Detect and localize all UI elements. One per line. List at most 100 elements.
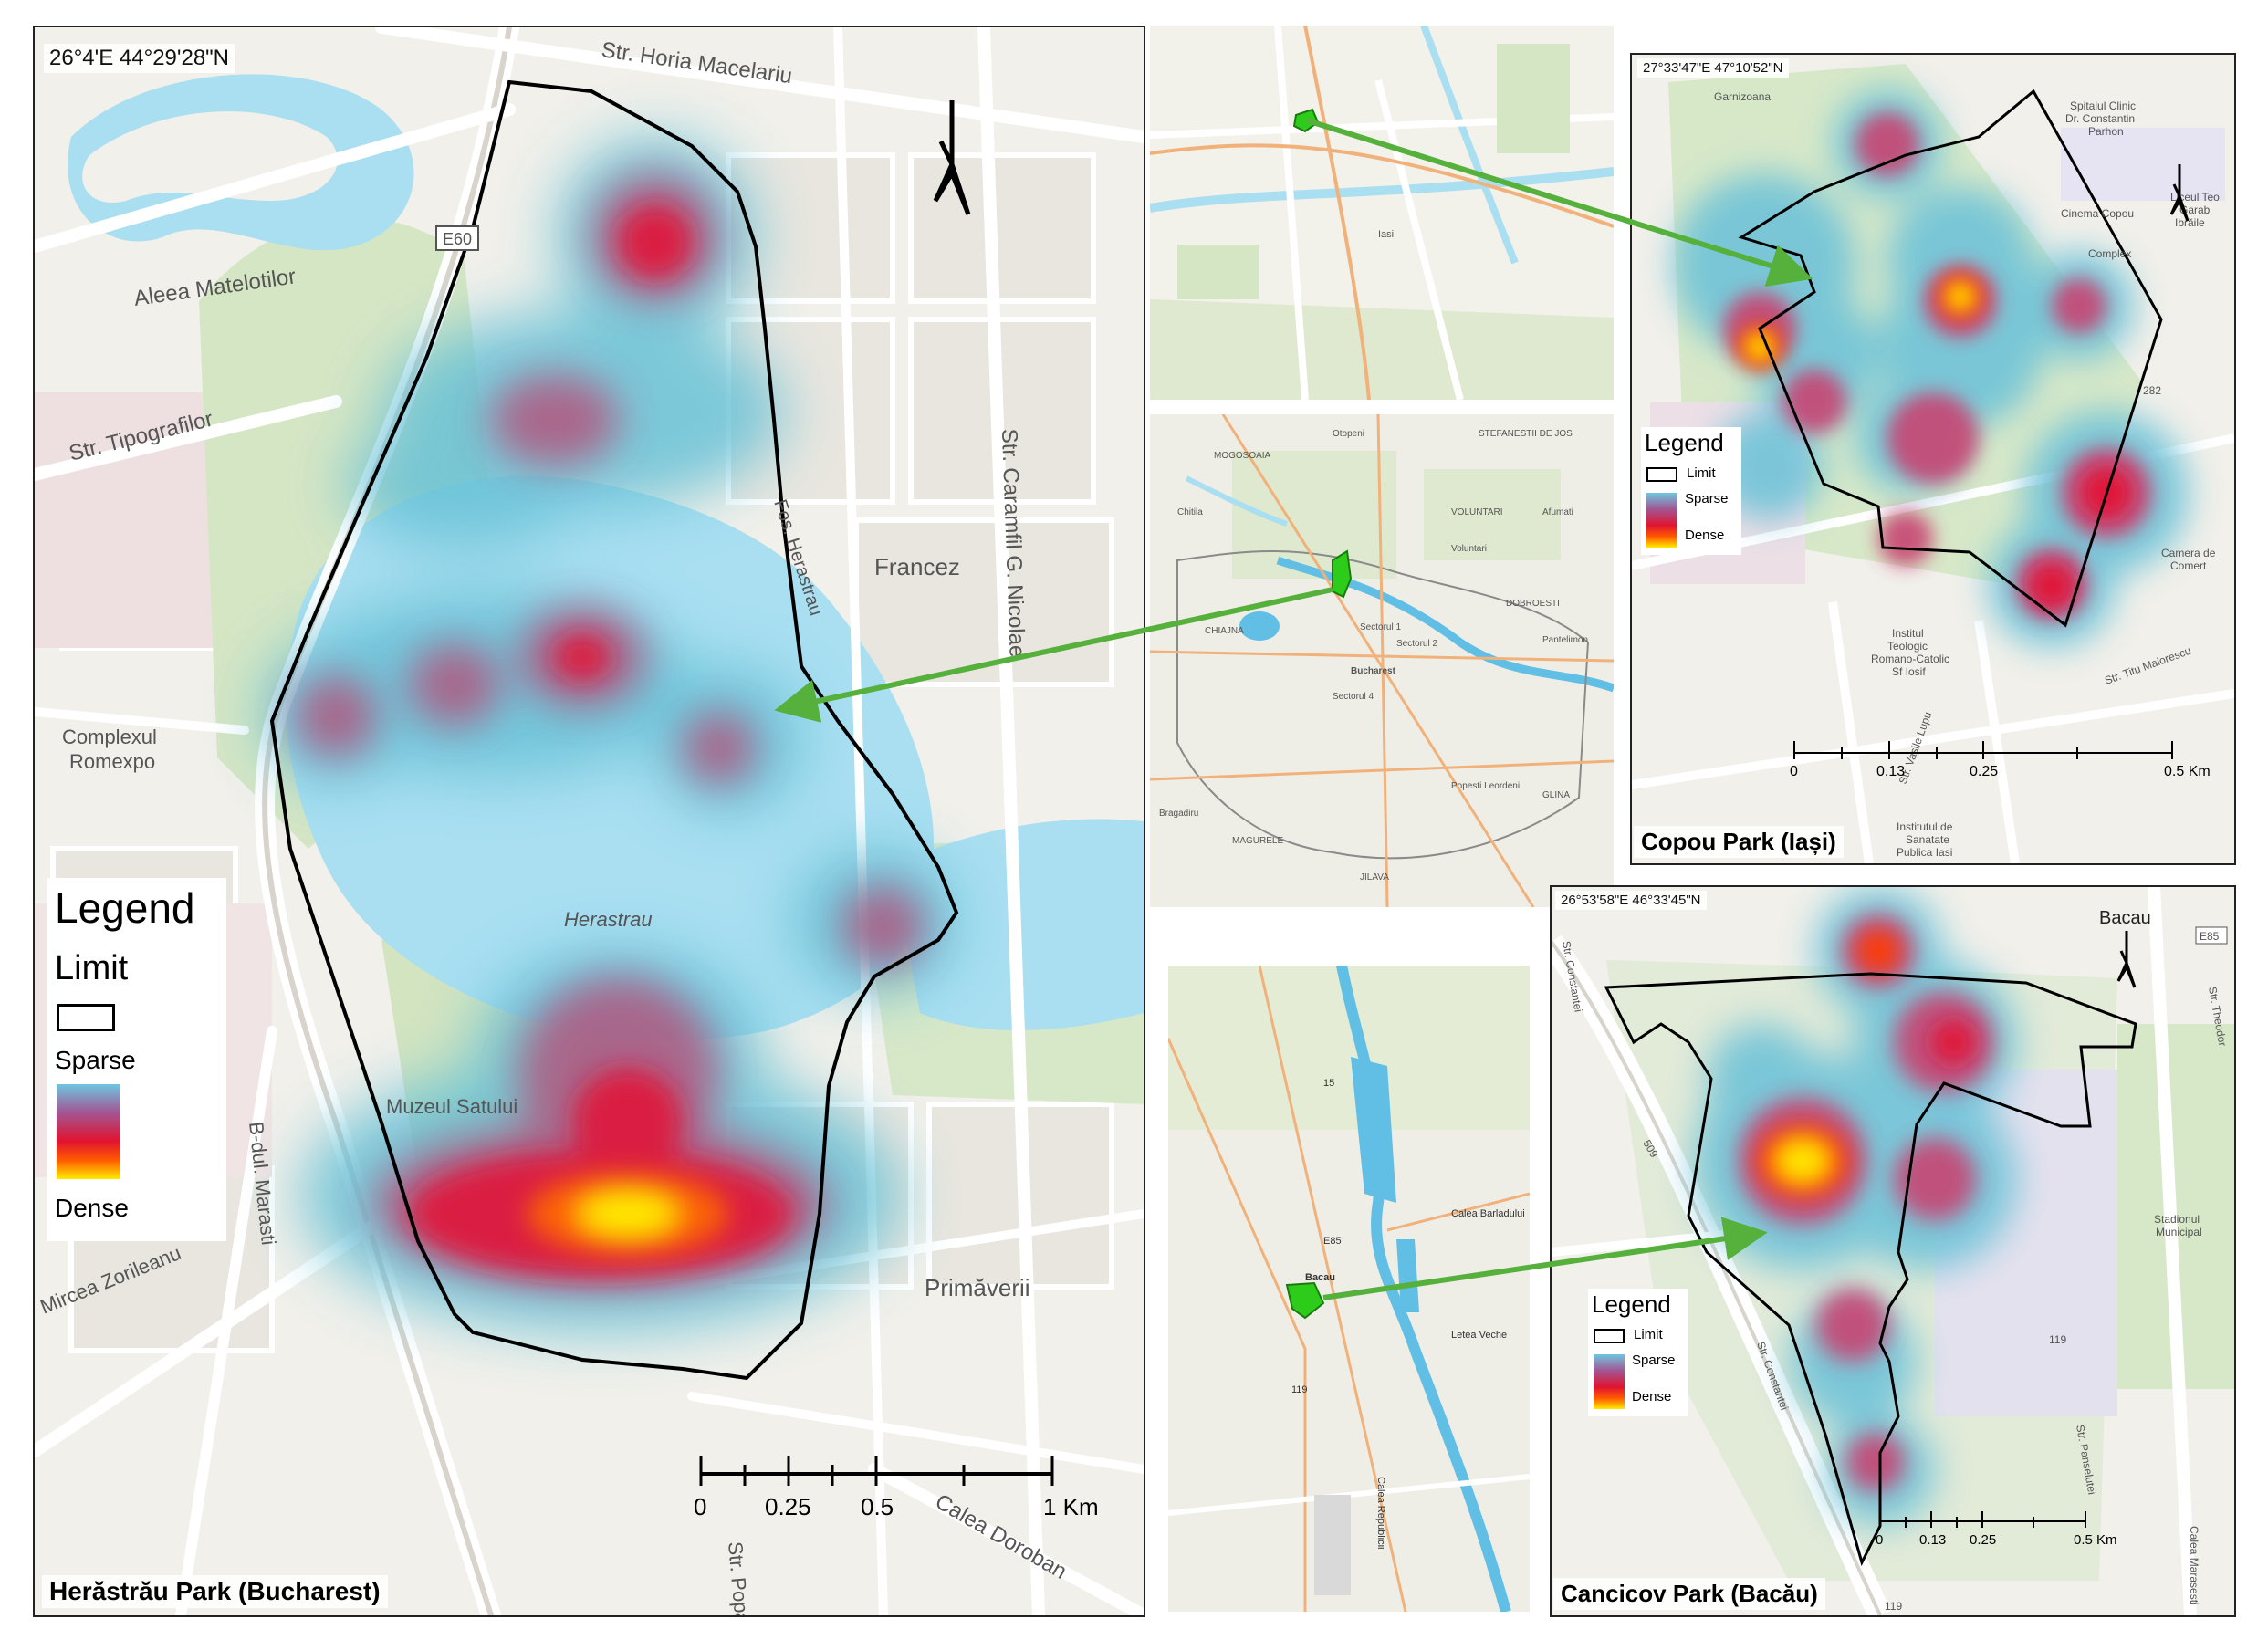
label-magurele: MAGURELE [1232,836,1283,846]
label-muzeul-satului: Muzeul Satului [386,1095,517,1118]
label-spital-1: Spitalul Clinic [2070,99,2136,112]
label-bragadiru: Bragadiru [1159,809,1198,819]
label-mogosoaia: MOGOSOAIA [1214,451,1271,461]
label-sector4: Sectorul 4 [1333,692,1374,702]
copou-scale-bar: 0 0.13 0.25 0.5 Km [1790,741,2211,779]
label-camera-1: Camera de [2161,547,2216,559]
herastrau-basemap: Str. Horia Macelariu Aleea Matelotilor S… [35,27,1144,1615]
cancicov-legend-limit: Limit [1634,1327,1663,1342]
legend-sparse: Sparse [55,1046,136,1074]
herastrau-map-panel: Str. Horia Macelariu Aleea Matelotilor S… [33,26,1145,1617]
bacau-locator-inset: Bacau Letea Veche Calea Barladului Calea… [1168,966,1530,1612]
label-chiajna: CHIAJNA [1205,626,1244,636]
scale-tick-0: 0 [694,1493,706,1520]
route-shield-e60 [435,225,479,251]
cancicov-legend: Legend Limit Sparse Dense [1588,1289,1688,1416]
cancicov-scale-1: 0.13 [1919,1532,1946,1548]
label-liceu-1: Liceul Teo [2170,191,2220,204]
bucharest-locator-inset: Otopeni STEFANESTII DE JOS MOGOSOAIA Chi… [1150,414,1614,907]
label-sector1: Sectorul 1 [1360,622,1401,632]
legend-limit-heading: Limit [55,949,129,987]
label-r119-inset: 119 [1291,1384,1308,1395]
iasi-locator-inset: Iasi [1150,26,1614,400]
route-shield-e85 [2195,926,2228,945]
label-romexpo-1: Complexul [62,726,157,748]
legend-dense: Dense [55,1194,129,1222]
cancicov-title: Cancicov Park (Bacău) [1553,1578,1825,1610]
copou-legend-sparse: Sparse [1685,491,1729,506]
legend-limit-swatch [57,1004,115,1031]
north-arrow-icon [2169,164,2190,222]
scale-bar: 0 0.25 0.5 1 Km [694,1456,1099,1520]
label-spital-2: Dr. Constantin [2065,112,2135,125]
iasi-locator-map: Iasi [1150,26,1614,400]
cancicov-map-panel: Bacau E85 Stadionul Municipal Calea Mara… [1550,885,2236,1617]
label-119-bottom: 119 [1885,1600,1902,1613]
cancicov-legend-sparse: Sparse [1632,1352,1676,1368]
copou-scale-2: 0.25 [1970,764,1998,779]
cancicov-legend-limit-swatch [1594,1329,1625,1343]
copou-coordinates: 27°33'47"E 47°10'52"N [1637,58,1789,78]
label-barlad: Calea Barladului [1451,1208,1525,1219]
cancicov-basemap: Bacau E85 Stadionul Municipal Calea Mara… [1552,887,2234,1615]
label-herastrau-lake: Herastrau [564,908,653,931]
label-institut-2: Teologic [1887,640,1928,653]
label-letea: Letea Veche [1451,1330,1507,1341]
label-bucharest: Bucharest [1351,666,1396,676]
copou-scale-1: 0.13 [1876,764,1905,779]
cancicov-coordinates: 26°53'58"E 46°33'45"N [1555,891,1707,910]
copou-legend-limit-swatch [1646,467,1677,482]
label-sanatate-2: Sanatate [1906,833,1949,846]
label-garnizoana: Garnizoana [1714,90,1771,103]
label-otopeni: Otopeni [1333,429,1364,439]
scale-tick-2: 0.5 [861,1493,894,1520]
herastrau-title: Herăstrău Park (Bucharest) [42,1575,388,1608]
label-popesti: Popesti Leordeni [1451,781,1520,791]
cancicov-scale-bar: 0 0.13 0.25 0.5 Km [1876,1511,2117,1548]
label-stefanesti: STEFANESTII DE JOS [1479,429,1573,439]
label-francez: Francez [874,553,960,580]
herastrau-locator-marker [1332,549,1353,599]
label-sanatate-1: Institutul de [1897,820,1953,833]
label-282: 282 [2143,384,2161,397]
north-arrow-icon [2116,931,2137,988]
label-institut-1: Institul [1892,627,1924,640]
cancicov-scale-0: 0 [1876,1532,1883,1548]
copou-scale-3: 0.5 Km [2164,764,2211,779]
cancicov-legend-gradient [1594,1354,1625,1409]
label-voluntari-2: VOLUNTARI [1451,507,1503,517]
label-primaverii: Primăverii [925,1274,1030,1301]
copou-legend-limit: Limit [1687,465,1716,481]
label-jilava: JILAVA [1360,872,1389,882]
copou-legend-title: Legend [1645,429,1724,456]
label-camera-2: Comert [2170,559,2207,572]
label-e60: E60 [443,230,472,248]
label-liceu-2: Garab [2179,204,2211,216]
scale-tick-3: 1 Km [1043,1493,1099,1520]
cancicov-legend-dense: Dense [1632,1389,1672,1405]
label-romexpo-2: Romexpo [69,750,155,773]
label-dobroesti: DOBROESTI [1506,599,1560,609]
label-cinema: Cinema Copou [2061,207,2134,220]
cancicov-scale-3: 0.5 Km [2074,1532,2117,1548]
herastrau-coordinates: 26°4'E 44°29'28"N [44,44,235,73]
label-e85: E85 [2200,930,2220,943]
label-r15: 15 [1323,1078,1334,1089]
bacau-locator-map: Bacau Letea Veche Calea Barladului Calea… [1168,966,1530,1612]
label-voluntari: Voluntari [1451,544,1487,554]
label-sanatate-3: Publica Iasi [1897,846,1952,859]
label-marasesti: Calea Marasesti [2188,1526,2200,1605]
copou-map-panel: Garnizoana Spitalul Clinic Dr. Constanti… [1630,53,2236,865]
label-glina: GLINA [1542,790,1570,800]
label-sector2: Sectorul 2 [1396,639,1437,649]
label-bacau-inset: Bacau [1305,1272,1335,1283]
label-bacau-city: Bacau [2099,908,2151,928]
label-republicii: Calea Republicii [1375,1477,1386,1550]
legend-title: Legend [55,884,195,932]
cancicov-scale-2: 0.25 [1970,1532,1996,1548]
label-afumati: Afumati [1542,507,1573,517]
copou-legend-gradient [1646,493,1677,548]
copou-scale-0: 0 [1790,764,1798,779]
scale-tick-1: 0.25 [765,1493,811,1520]
